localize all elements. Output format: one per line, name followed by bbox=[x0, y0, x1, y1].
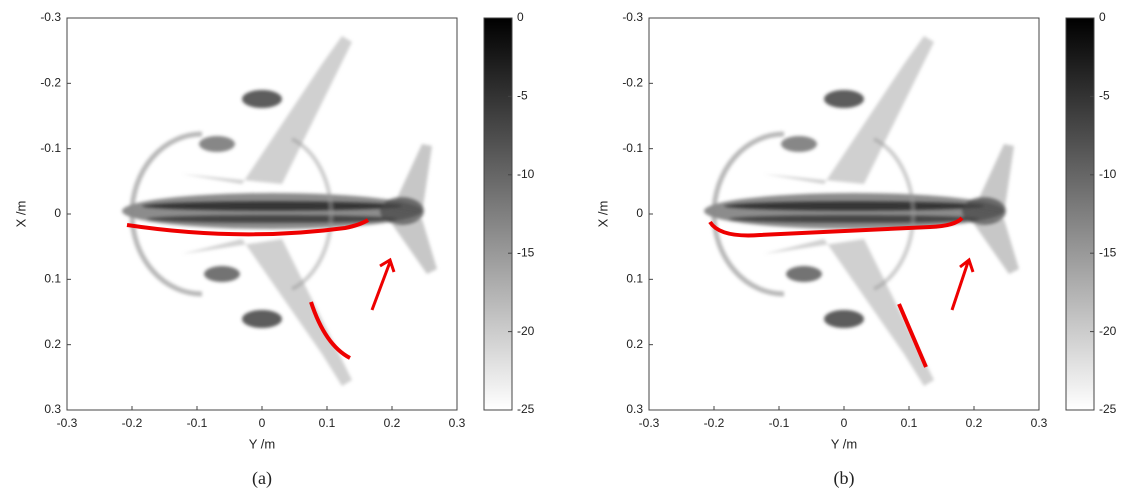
x-tick-label: -0.1 bbox=[187, 416, 208, 430]
colorbar-tick-label: -25 bbox=[517, 402, 535, 416]
panel-a-image bbox=[122, 36, 437, 386]
y-tick-label: 0.1 bbox=[626, 272, 643, 286]
x-tick-label: 0 bbox=[841, 416, 848, 430]
colorbar-tick-label: -10 bbox=[517, 167, 535, 181]
x-tick-label: 0.2 bbox=[384, 416, 401, 430]
colorbar bbox=[483, 17, 513, 411]
annotation-line bbox=[897, 303, 928, 368]
y-tick-label: -0.1 bbox=[622, 141, 643, 155]
y-tick-label: 0.3 bbox=[626, 402, 643, 416]
x-tick-label: -0.2 bbox=[122, 416, 143, 430]
x-tick-label: -0.1 bbox=[769, 416, 790, 430]
y-tick-label: 0 bbox=[636, 206, 643, 220]
colorbar-tick-label: -15 bbox=[517, 245, 535, 259]
colorbar bbox=[1065, 17, 1095, 411]
x-tick-label: 0.1 bbox=[901, 416, 918, 430]
colorbar-tick-label: -15 bbox=[1099, 245, 1117, 259]
y-tick-label: 0.2 bbox=[44, 337, 61, 351]
colorbar-tick-label: -5 bbox=[517, 89, 528, 103]
y-tick-label: -0.2 bbox=[40, 76, 61, 90]
y-tick-label: -0.1 bbox=[40, 141, 61, 155]
y-axis-label: X /m bbox=[13, 201, 28, 228]
colorbar-tick-label: -10 bbox=[1099, 167, 1117, 181]
annotation-line bbox=[309, 301, 351, 360]
y-tick-label: -0.2 bbox=[622, 76, 643, 90]
panel-label: (a) bbox=[252, 468, 272, 489]
x-axis-label: Y /m bbox=[831, 436, 858, 451]
x-tick-label: -0.2 bbox=[704, 416, 725, 430]
panel-b-image bbox=[704, 36, 1019, 386]
y-tick-label: 0.1 bbox=[44, 272, 61, 286]
annotation-arrow bbox=[950, 257, 975, 311]
y-tick-label: -0.3 bbox=[622, 10, 643, 24]
x-tick-label: 0 bbox=[259, 416, 266, 430]
panel-label: (b) bbox=[834, 468, 855, 489]
y-axis-label: X /m bbox=[595, 201, 610, 228]
colorbar-tick-label: 0 bbox=[517, 10, 524, 24]
colorbar-tick-label: -20 bbox=[1099, 324, 1117, 338]
annotation-arrow bbox=[370, 257, 396, 311]
x-tick-label: -0.3 bbox=[57, 416, 78, 430]
x-tick-label: -0.3 bbox=[639, 416, 660, 430]
annotation-line bbox=[126, 218, 370, 237]
x-tick-label: 0.3 bbox=[449, 416, 466, 430]
x-tick-label: 0.3 bbox=[1031, 416, 1048, 430]
colorbar-tick-label: -5 bbox=[1099, 89, 1110, 103]
colorbar-tick-label: -25 bbox=[1099, 402, 1117, 416]
annotation-line bbox=[708, 216, 964, 238]
y-tick-label: -0.3 bbox=[40, 10, 61, 24]
x-tick-label: 0.1 bbox=[319, 416, 336, 430]
colorbar-tick-label: 0 bbox=[1099, 10, 1106, 24]
x-axis-label: Y /m bbox=[249, 436, 276, 451]
y-tick-label: 0.3 bbox=[44, 402, 61, 416]
colorbar-tick-label: -20 bbox=[517, 324, 535, 338]
y-tick-label: 0 bbox=[54, 206, 61, 220]
y-tick-label: 0.2 bbox=[626, 337, 643, 351]
x-tick-label: 0.2 bbox=[966, 416, 983, 430]
